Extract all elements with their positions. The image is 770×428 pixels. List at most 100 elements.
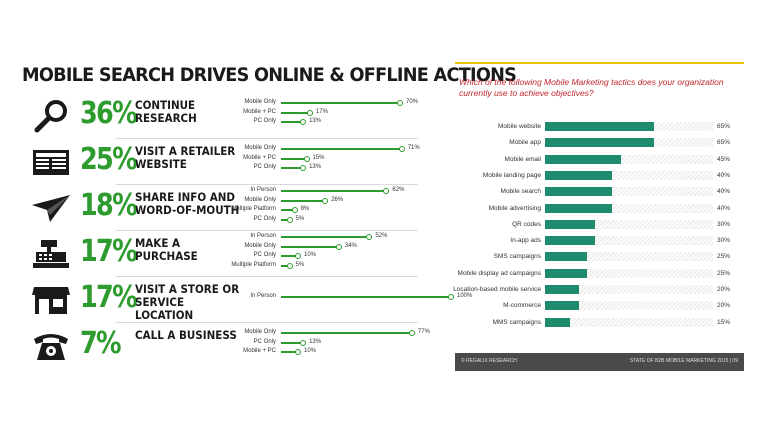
tactic-value: 25% bbox=[717, 269, 731, 277]
tactic-value: 30% bbox=[717, 220, 731, 228]
tactic-bar bbox=[545, 236, 596, 246]
sub-bar-value: 62% bbox=[392, 187, 405, 193]
tactic-bar bbox=[545, 268, 587, 278]
tactic-row: Mobile email 45% bbox=[450, 154, 745, 167]
tactic-value: 25% bbox=[717, 253, 731, 261]
tactic-label: Mobile website bbox=[498, 123, 541, 130]
tactic-value: 65% bbox=[717, 123, 731, 130]
sub-bar-label: PC Only bbox=[253, 338, 276, 345]
sub-bar bbox=[281, 351, 298, 353]
tactic-bar-track bbox=[545, 301, 713, 311]
sub-bar-value: 5% bbox=[295, 261, 305, 268]
sub-bar-label: In Person bbox=[250, 293, 276, 299]
tactic-row: Mobile advertising 40% bbox=[450, 203, 745, 216]
sub-bar-endpoint bbox=[286, 262, 293, 269]
action-percent: 17% bbox=[80, 234, 138, 269]
sub-bar-value: 10% bbox=[304, 348, 317, 354]
sub-bar-endpoint bbox=[286, 216, 293, 223]
tactic-bar bbox=[545, 154, 621, 164]
sub-bar-row: PC Only 13% bbox=[218, 339, 418, 348]
action-label: SHARE INFO AND WORD-OF-MOUTH bbox=[135, 190, 240, 217]
sub-bar-value: 17% bbox=[315, 108, 328, 115]
tactic-label: SMS campaigns bbox=[493, 253, 541, 261]
tactic-bar-track bbox=[545, 268, 713, 278]
tactic-bar bbox=[545, 122, 655, 131]
newspaper-icon bbox=[30, 145, 72, 179]
sub-bar-endpoint bbox=[448, 294, 454, 300]
sub-bar-label: PC Only bbox=[253, 164, 276, 170]
row-divider bbox=[116, 138, 418, 139]
sub-bar bbox=[281, 245, 339, 248]
sub-bar bbox=[281, 264, 290, 267]
sub-bar-row: Multiple Platform 5% bbox=[218, 262, 418, 271]
sub-bar-endpoint bbox=[398, 146, 405, 152]
tactic-value: 20% bbox=[717, 302, 731, 310]
tactic-row: Mobile landing page 40% bbox=[450, 170, 745, 183]
sub-bar-label: Mobile Only bbox=[244, 329, 276, 335]
sub-bar bbox=[281, 209, 295, 211]
tactic-row: Mobile display ad campaigns 25% bbox=[450, 268, 745, 281]
tactic-bar-track bbox=[545, 122, 713, 131]
sub-bar-row: In Person 100% bbox=[218, 293, 472, 302]
tactic-bar bbox=[545, 170, 613, 180]
sub-bar bbox=[281, 199, 326, 202]
tactic-bar bbox=[545, 219, 596, 229]
chart-question: Which of the following Mobile Marketing … bbox=[459, 77, 724, 98]
tactic-value: 40% bbox=[717, 188, 731, 196]
sub-bar-endpoint bbox=[397, 100, 403, 106]
tactic-bar bbox=[545, 317, 571, 327]
tactic-bar-track bbox=[545, 187, 713, 197]
sub-bar-endpoint bbox=[366, 234, 373, 240]
sub-bar-endpoint bbox=[335, 243, 342, 250]
sub-bar-row: Mobile Only 34% bbox=[218, 243, 418, 252]
header-rule bbox=[455, 62, 744, 64]
sub-bar-row: Mobile Only 77% bbox=[218, 329, 430, 338]
sub-bar-endpoint bbox=[300, 165, 307, 171]
sub-bar bbox=[281, 296, 451, 298]
action-label: VISIT A STORE OR SERVICE LOCATION bbox=[135, 282, 240, 322]
sub-bar bbox=[281, 111, 310, 114]
sub-bar-endpoint bbox=[383, 188, 390, 194]
sub-bar-label: Mobile + PC bbox=[243, 154, 276, 161]
sub-bar-endpoint bbox=[408, 330, 415, 336]
sub-bar bbox=[281, 236, 370, 238]
action-row: 17% MAKE A PURCHASE In Person 52% Mobile Onl… bbox=[18, 231, 418, 277]
chart-footer: © REGALIX RESEARCH STATE OF B2B MOBILE M… bbox=[455, 353, 744, 371]
tactic-bar-track bbox=[545, 170, 713, 180]
tactic-bar-track bbox=[545, 317, 713, 327]
sub-bar-label: In Person bbox=[250, 233, 276, 239]
sub-bar-value: 52% bbox=[375, 233, 388, 239]
tactic-label: Mobile email bbox=[504, 155, 542, 163]
sub-bar bbox=[281, 121, 304, 123]
sub-bar-value: 77% bbox=[417, 329, 430, 335]
sub-bar-row: Mobile + PC 17% bbox=[218, 109, 418, 118]
tactic-value: 15% bbox=[717, 318, 731, 326]
action-percent: 36% bbox=[80, 96, 138, 131]
telephone-icon bbox=[30, 329, 72, 363]
tactic-row: QR codes 30% bbox=[450, 219, 745, 232]
sub-bar bbox=[281, 190, 387, 192]
action-row: 18% SHARE INFO AND WORD-OF-MOUTH In Person… bbox=[18, 185, 418, 231]
sub-bar bbox=[281, 341, 304, 344]
action-label: MAKE A PURCHASE bbox=[135, 236, 198, 263]
row-divider bbox=[116, 184, 418, 185]
action-row: 25% VISIT A RETAILER WEBSITE Mobile Only 71… bbox=[18, 139, 420, 185]
sub-bar bbox=[281, 102, 400, 104]
sub-bar-endpoint bbox=[291, 207, 298, 213]
cash-register-icon bbox=[30, 237, 72, 271]
mobile-search-infographic: MOBILE SEARCH DRIVES ONLINE & OFFLINE AC… bbox=[18, 62, 517, 377]
sub-bar-row: PC Only 13% bbox=[218, 118, 418, 127]
tactic-bar-track bbox=[545, 219, 713, 229]
sub-bar-value: 34% bbox=[344, 242, 357, 249]
sub-bar bbox=[281, 218, 290, 221]
tactic-row: SMS campaigns 25% bbox=[450, 252, 745, 264]
tactic-label: In-app ads bbox=[510, 237, 541, 245]
action-label: VISIT A RETAILER WEBSITE bbox=[135, 144, 236, 171]
sub-bar-endpoint bbox=[300, 119, 307, 125]
sub-bar-label: PC Only bbox=[253, 215, 276, 222]
tactic-label: QR codes bbox=[512, 220, 541, 228]
tactic-row: Mobile website 65% bbox=[450, 122, 745, 134]
sub-bar bbox=[281, 148, 402, 150]
sub-bar-label: Mobile Only bbox=[244, 196, 276, 203]
tactic-label: Mobile app bbox=[509, 139, 541, 147]
